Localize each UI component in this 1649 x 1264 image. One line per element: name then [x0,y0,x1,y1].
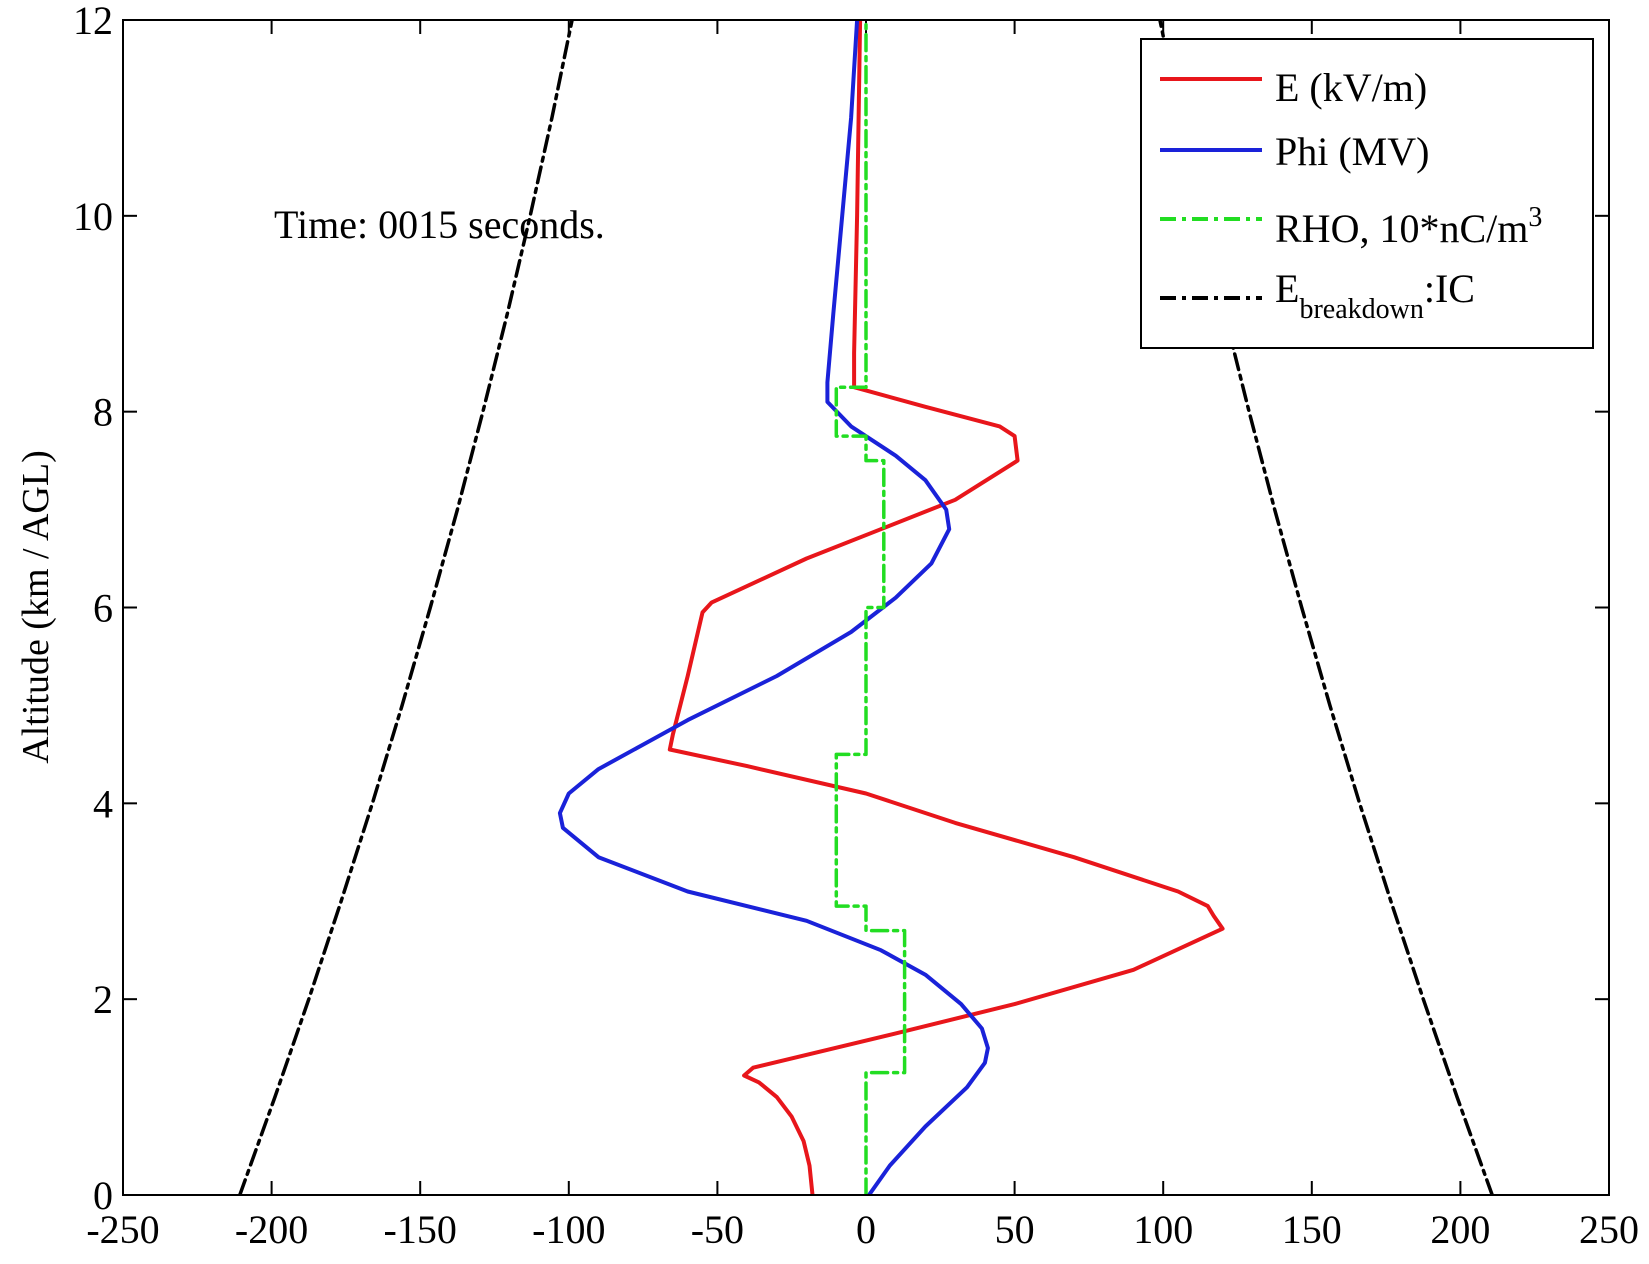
x-tick-label: 200 [1430,1207,1490,1252]
x-tick-label: 250 [1579,1207,1639,1252]
series-line-4 [1158,20,1494,1195]
y-tick-label: 6 [93,586,113,631]
x-tick-label: -150 [384,1207,457,1252]
time-annotation: Time: 0015 seconds. [274,202,605,247]
legend-label-breakdown: Ebreakdown:IC [1275,266,1475,325]
series-layer [238,20,1494,1195]
legend-label-breakdown-suffix: :IC [1424,266,1475,311]
y-tick-label: 2 [93,977,113,1022]
x-tick-label: -250 [86,1207,159,1252]
series-line-1 [557,20,990,1195]
y-tick-label: 0 [93,1173,113,1218]
legend-label-rho-sup: 3 [1528,202,1542,233]
y-tick-labels: 0 2 4 6 8 10 12 [73,0,113,1218]
x-tick-labels: -250 -200 -150 -100 -50 0 50 100 150 200 250 [86,1207,1639,1252]
legend-label-phi: Phi (MV) [1275,129,1429,174]
legend: E (kV/m) Phi (MV) RHO, 10*nC/m3 Ebreakdo… [1140,38,1594,349]
x-tick-label: -50 [691,1207,744,1252]
x-tick-label: 150 [1282,1207,1342,1252]
legend-label-rho-main: RHO, 10*nC/m [1275,206,1528,251]
series-line-3 [238,20,574,1195]
x-tick-label: -200 [235,1207,308,1252]
legend-label-e: E (kV/m) [1275,65,1427,110]
series-line-0 [667,20,1225,1195]
x-tick-label: -100 [532,1207,605,1252]
y-tick-label: 12 [73,0,113,43]
y-axis-label: Altitude (km / AGL) [15,450,57,763]
plot-frame [122,19,1610,1196]
x-tick-label: 0 [856,1207,876,1252]
legend-label-breakdown-sub: breakdown [1299,294,1423,325]
y-tick-label: 10 [73,194,113,239]
y-tick-label: 8 [93,390,113,435]
legend-label-rho: RHO, 10*nC/m3 [1275,202,1542,251]
legend-label-breakdown-main: E [1275,266,1299,311]
x-tick-label: 50 [995,1207,1035,1252]
y-tick-label: 4 [93,781,113,826]
series-line-2 [834,20,907,1195]
x-tick-label: 100 [1133,1207,1193,1252]
